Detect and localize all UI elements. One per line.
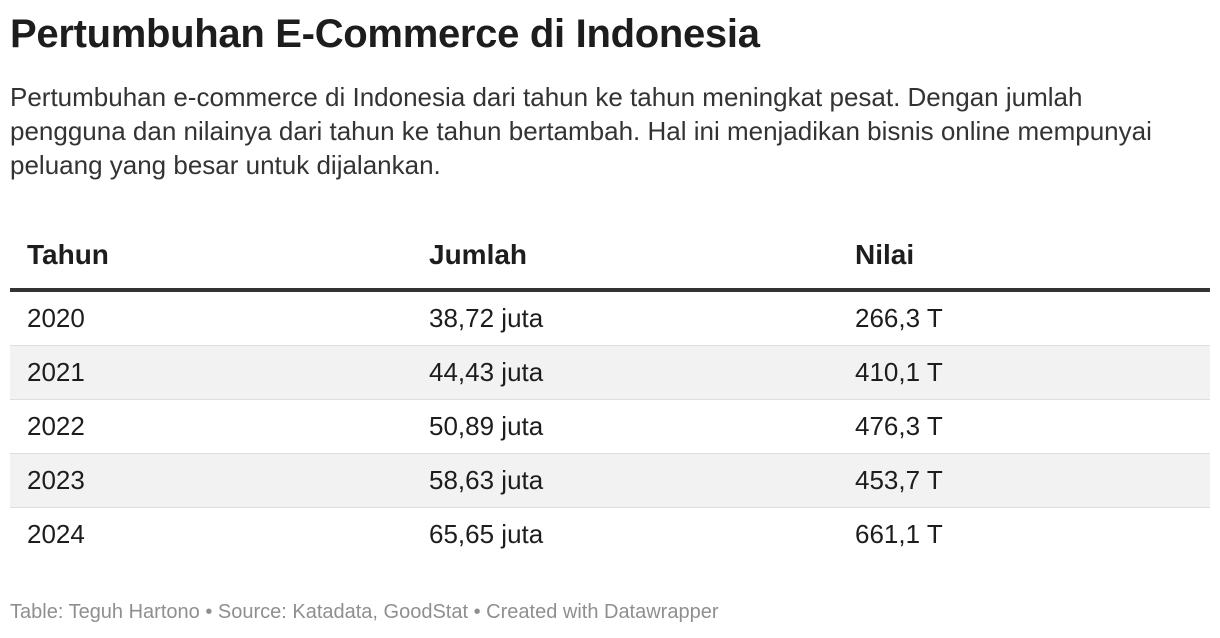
table-description: Pertumbuhan e-commerce di Indonesia dari… [10, 82, 1152, 180]
table-row: 2023 58,63 juta 453,7 T [10, 453, 1210, 508]
cell-nilai: 410,1 T [838, 345, 1210, 400]
column-header-jumlah: Jumlah [412, 222, 838, 292]
column-header-tahun: Tahun [10, 222, 412, 292]
cell-nilai: 266,3 T [838, 290, 1210, 346]
cell-nilai: 453,7 T [838, 453, 1210, 508]
table-body: 2020 38,72 juta 266,3 T 2021 44,43 juta … [10, 290, 1210, 561]
cell-jumlah: 44,43 juta [412, 345, 838, 400]
cell-tahun: 2022 [10, 399, 412, 454]
cell-tahun: 2023 [10, 453, 412, 508]
table-row: 2024 65,65 juta 661,1 T [10, 508, 1210, 562]
cell-nilai: 476,3 T [838, 399, 1210, 454]
page-title: Pertumbuhan E-Commerce di Indonesia [10, 12, 760, 56]
cell-tahun: 2021 [10, 345, 412, 400]
table-header: Tahun Jumlah Nilai [10, 222, 1210, 292]
table-row: 2021 44,43 juta 410,1 T [10, 345, 1210, 400]
cell-jumlah: 38,72 juta [412, 290, 838, 346]
header-row: Tahun Jumlah Nilai [10, 222, 1210, 292]
column-header-nilai: Nilai [838, 222, 1210, 292]
source-footer: Table: Teguh Hartono • Source: Katadata,… [10, 601, 719, 623]
cell-tahun: 2020 [10, 290, 412, 346]
data-table: Tahun Jumlah Nilai 2020 38,72 juta 266,3… [10, 222, 1210, 561]
cell-tahun: 2024 [27, 519, 85, 549]
cell-jumlah: 65,65 juta [429, 519, 544, 549]
table-row: 2022 50,89 juta 476,3 T [10, 399, 1210, 454]
cell-jumlah: 58,63 juta [412, 453, 838, 508]
table-row: 2020 38,72 juta 266,3 T [10, 290, 1210, 346]
cell-nilai: 661,1 T [855, 519, 943, 549]
cell-jumlah: 50,89 juta [412, 399, 838, 454]
data-table-container: Tahun Jumlah Nilai 2020 38,72 juta 266,3… [10, 222, 1210, 561]
